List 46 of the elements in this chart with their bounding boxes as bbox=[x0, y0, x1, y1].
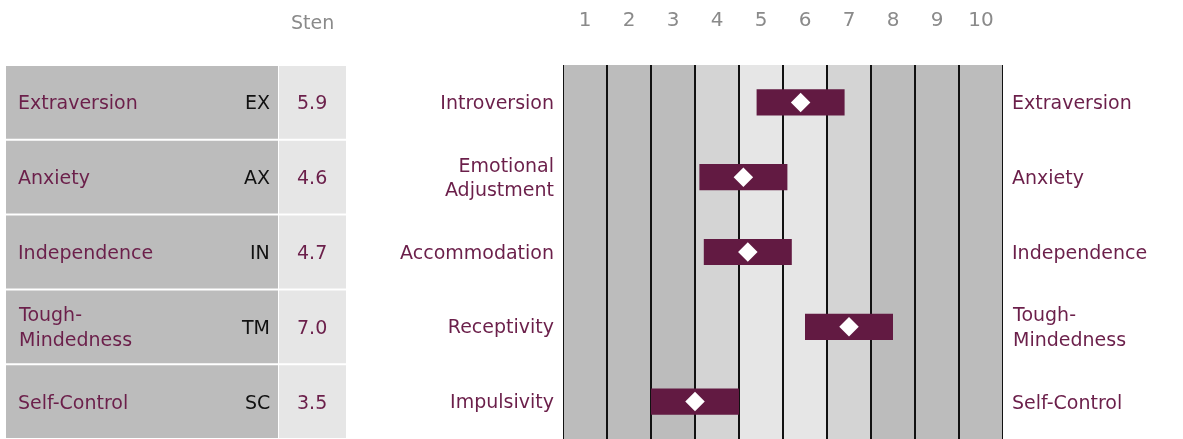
point bbox=[839, 317, 859, 337]
text: IN bbox=[250, 241, 270, 263]
y-tick-label: Introversion bbox=[440, 91, 554, 114]
bar bbox=[699, 164, 788, 191]
text: Tough- Mindedness bbox=[1012, 303, 1127, 350]
x-tick-label: 6 bbox=[798, 7, 812, 31]
text: Self-Control bbox=[1012, 391, 1123, 413]
point bbox=[790, 92, 811, 113]
text: Anxiety bbox=[1012, 166, 1084, 188]
x-axis-title: Sten bbox=[291, 11, 335, 33]
bar bbox=[805, 313, 893, 340]
y-tick-label: Receptivity bbox=[447, 315, 554, 338]
text: 4.6 bbox=[297, 166, 328, 188]
text: Extraversion bbox=[18, 91, 138, 113]
text: 7.0 bbox=[297, 316, 328, 338]
y-tick-label: Accommodation bbox=[400, 240, 554, 263]
text: AX bbox=[244, 166, 271, 188]
text: TM bbox=[241, 316, 270, 338]
bar bbox=[651, 388, 739, 415]
bar bbox=[756, 89, 845, 116]
bar bbox=[703, 238, 792, 266]
text: Independence bbox=[18, 241, 154, 263]
x-tick-label: 10 bbox=[968, 7, 994, 31]
text: Self-Control bbox=[18, 391, 129, 413]
point bbox=[738, 242, 758, 262]
x-tick-label: 4 bbox=[710, 7, 724, 31]
text: EX bbox=[245, 91, 271, 113]
y-tick-label: Emotional Adjustment bbox=[444, 153, 554, 201]
text: SC bbox=[245, 391, 271, 413]
text: Anxiety bbox=[18, 166, 90, 188]
x-tick-label: 7 bbox=[842, 7, 856, 31]
y-tick-label: Impulsivity bbox=[450, 390, 554, 413]
text: 4.7 bbox=[297, 241, 328, 263]
x-tick-label: 1 bbox=[578, 7, 592, 31]
text: Tough- Mindedness bbox=[18, 303, 133, 350]
point bbox=[685, 391, 705, 412]
x-tick-label: 3 bbox=[666, 7, 680, 31]
text: Extraversion bbox=[1012, 91, 1132, 113]
text: 3.5 bbox=[297, 391, 328, 413]
x-tick-label: 5 bbox=[754, 7, 768, 31]
text: Independence bbox=[1012, 241, 1148, 263]
x-tick-label: 8 bbox=[886, 7, 900, 31]
text: 5.9 bbox=[297, 91, 328, 113]
point bbox=[733, 167, 754, 187]
x-tick-label: 2 bbox=[622, 7, 636, 31]
x-tick-label: 9 bbox=[930, 7, 944, 31]
